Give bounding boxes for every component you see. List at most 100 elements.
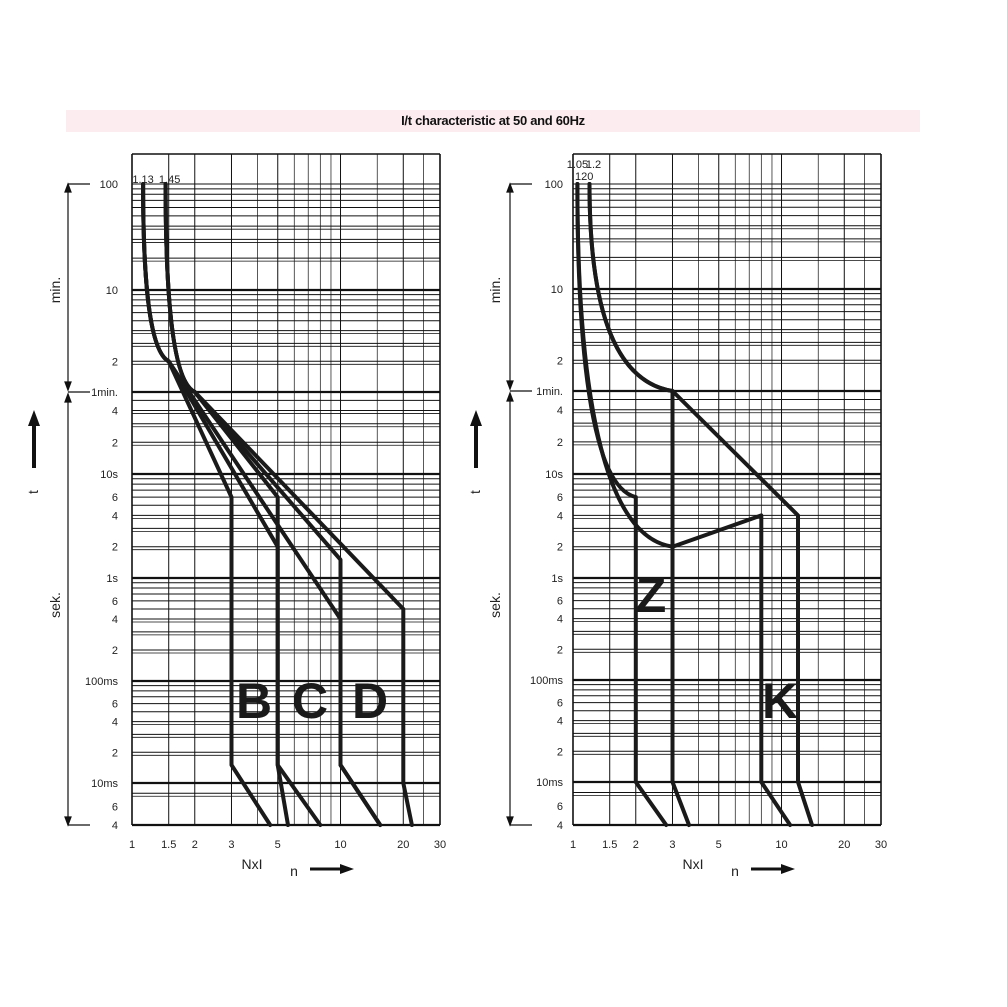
y-tick-label: 100 xyxy=(100,179,118,191)
top-marker-label: 1.13 xyxy=(132,174,153,186)
x-tick-label: 5 xyxy=(275,839,281,851)
x-tick-label: 1 xyxy=(570,839,576,851)
y-tick-label: 6 xyxy=(557,492,563,504)
x-tick-label: 2 xyxy=(192,839,198,851)
seconds-label: sek. xyxy=(487,592,503,618)
top-marker-label: 1.05 xyxy=(567,159,588,171)
y-tick-label: 6 xyxy=(557,698,563,710)
grid-lines xyxy=(572,153,882,827)
up-arrow-head-icon xyxy=(28,410,40,426)
series-label-C: C xyxy=(292,673,328,729)
y-tick-label: 100ms xyxy=(530,675,564,687)
up-arrow-head-icon xyxy=(470,410,482,426)
series-label-K: K xyxy=(762,673,798,729)
y-tick-label: 6 xyxy=(557,596,563,608)
y-tick-label: 10 xyxy=(551,284,563,296)
y-tick-label: 1s xyxy=(551,573,563,585)
arrow-head xyxy=(64,816,72,827)
y-tick-label: 2 xyxy=(557,542,563,554)
y-tick-label: 10s xyxy=(545,469,563,481)
y-tick-label: 1min. xyxy=(91,387,118,399)
top-marker-label: 1.45 xyxy=(159,174,180,186)
y-tick-label: 1s xyxy=(106,573,118,585)
arrow-head xyxy=(506,380,514,391)
y-tick-label: 100 xyxy=(545,179,563,191)
x-tick-label: 20 xyxy=(397,839,409,851)
y-tick-label: 1min. xyxy=(536,386,563,398)
x-tick-label: 10 xyxy=(775,839,787,851)
arrow-head xyxy=(506,391,514,402)
top-marker-label: 120 xyxy=(575,171,593,183)
x-tick-label: 1.5 xyxy=(161,839,176,851)
y-tick-label: 6 xyxy=(112,699,118,711)
right-arrow-head-icon xyxy=(781,864,795,874)
x-tick-label: 3 xyxy=(669,839,675,851)
y-tick-label: 10s xyxy=(100,469,118,481)
chart-2: min. sek. t 100 10 2 1min. 4 2 10s 6 4 2 1s 6 4 2 100ms 6 4… xyxy=(467,153,887,879)
y-tick-label: 4 xyxy=(112,406,118,418)
series-label-D: D xyxy=(352,673,388,729)
series-label-Z: Z xyxy=(636,567,667,623)
x-axis-n-label: n xyxy=(731,863,739,879)
y-tick-label: 4 xyxy=(557,716,563,728)
y-tick-label: 2 xyxy=(557,437,563,449)
minutes-label: min. xyxy=(487,277,503,303)
y-tick-label: 4 xyxy=(557,614,563,626)
curves xyxy=(575,182,814,827)
y-axis-label: t xyxy=(467,490,483,494)
y-tick-label: 6 xyxy=(112,801,118,813)
time-unit-brackets xyxy=(64,182,90,827)
y-tick-label: 2 xyxy=(112,437,118,449)
chart-title: I/t characteristic at 50 and 60Hz xyxy=(401,113,585,128)
y-tick-label: 6 xyxy=(557,801,563,813)
y-tick-label: 4 xyxy=(112,614,118,626)
y-tick-label: 10ms xyxy=(91,778,118,790)
x-tick-label: 1 xyxy=(129,839,135,851)
x-axis-label: NxI xyxy=(242,856,263,872)
y-tick-label: 2 xyxy=(112,356,118,368)
seconds-label: sek. xyxy=(47,592,63,618)
series-label-B: B xyxy=(236,673,272,729)
y-tick-label: 10ms xyxy=(536,777,563,789)
curve-C-upper xyxy=(163,182,383,827)
y-tick-label: 2 xyxy=(557,746,563,758)
curve-D-upper xyxy=(163,182,414,827)
x-tick-label: 5 xyxy=(716,839,722,851)
y-tick-label: 6 xyxy=(112,596,118,608)
top-marker-label: 1.2 xyxy=(586,159,601,171)
chart-title-bar: I/t characteristic at 50 and 60Hz xyxy=(66,110,920,132)
x-axis-label: NxI xyxy=(683,856,704,872)
y-tick-label: 10 xyxy=(106,285,118,297)
chart-1: min. sek. t 100 10 2 1min. 4 2 10s 6 4 2 1s 6 4 2 100ms 6 4… xyxy=(25,153,446,879)
y-tick-label: 2 xyxy=(112,747,118,759)
time-unit-brackets xyxy=(506,182,532,827)
x-tick-label: 30 xyxy=(875,839,887,851)
x-tick-label: 1.5 xyxy=(602,839,617,851)
x-tick-label: 30 xyxy=(434,839,446,851)
arrow-head xyxy=(506,816,514,827)
curve-D-lower xyxy=(141,182,383,827)
grid-lines xyxy=(131,153,441,827)
curve-K-lower xyxy=(575,182,793,827)
y-tick-label: 100ms xyxy=(85,676,119,688)
arrow-head xyxy=(64,392,72,403)
arrow-head xyxy=(64,182,72,193)
y-tick-label: 4 xyxy=(112,510,118,522)
y-tick-label: 2 xyxy=(557,355,563,367)
x-tick-label: 3 xyxy=(228,839,234,851)
y-tick-label: 2 xyxy=(557,644,563,656)
y-tick-label: 4 xyxy=(112,717,118,729)
y-tick-label: 2 xyxy=(112,645,118,657)
y-tick-label: 4 xyxy=(557,405,563,417)
y-tick-label: 4 xyxy=(557,510,563,522)
arrow-head xyxy=(64,381,72,392)
x-tick-label: 10 xyxy=(334,839,346,851)
y-axis-label: t xyxy=(25,490,41,494)
minutes-label: min. xyxy=(47,277,63,303)
right-arrow-head-icon xyxy=(340,864,354,874)
curves xyxy=(141,182,414,827)
y-tick-label: 2 xyxy=(112,542,118,554)
arrow-head xyxy=(506,182,514,193)
x-axis-n-label: n xyxy=(290,863,298,879)
